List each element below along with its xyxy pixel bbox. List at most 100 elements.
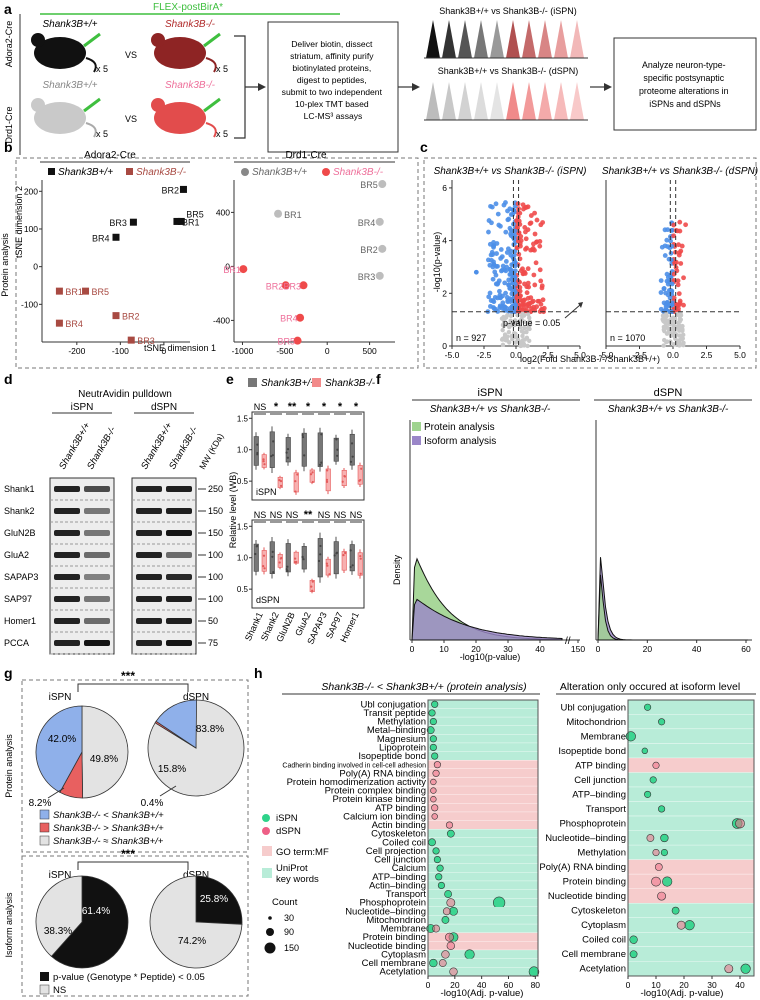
term-row-bg — [628, 758, 754, 773]
g-legend-gt: Shank3B-/- > Shank3B+/+ — [53, 823, 164, 834]
term-row-bg — [428, 889, 538, 899]
volcano-point — [658, 306, 664, 312]
pie-slice-label: 83.8% — [196, 724, 224, 735]
volcano-point — [508, 322, 513, 328]
volcano-point — [508, 231, 513, 237]
a-ko-top: Shank3B-/- — [165, 19, 216, 30]
x-tick-label: 500 — [362, 346, 376, 356]
b-side-label: Protein analysis — [0, 233, 10, 297]
significance-label: NS — [286, 510, 299, 520]
volcano-point — [671, 278, 677, 283]
pie-slice-label: 8.2% — [29, 798, 52, 809]
data-point — [335, 438, 338, 441]
data-point — [301, 555, 304, 558]
data-point — [278, 478, 281, 482]
h-legend-ispn: iSPN — [276, 813, 298, 824]
term-row-bg — [428, 700, 538, 709]
term-row-bg — [628, 816, 754, 831]
box-ko — [277, 554, 283, 568]
tsne-point-label: BR4 — [92, 233, 110, 243]
term-row-bg — [428, 829, 538, 838]
enrichment-right: Ubl conjugation Mitochondrion Membrane Isop… — [539, 699, 755, 990]
arrow-icon — [604, 83, 612, 91]
term-dot-ispn — [432, 847, 440, 855]
volcano-point — [665, 227, 671, 233]
term-label: Metal–binding — [367, 725, 426, 736]
data-point — [325, 562, 328, 565]
volcano-point — [528, 220, 534, 226]
h-legend-ispn-dot — [262, 814, 270, 822]
data-point — [279, 484, 283, 487]
volcano-point — [486, 229, 491, 235]
pie-slice — [35, 705, 83, 793]
data-point — [359, 572, 362, 575]
b-legend-wt: Shank3B+/+ — [58, 167, 113, 178]
panel-c: c Shank3B+/+ vs Shank3B-/- (iSPN) Shank3… — [420, 139, 758, 369]
volcano-point — [516, 251, 522, 257]
box-ko — [325, 558, 331, 576]
term-row-bg — [628, 830, 754, 846]
peak-ispn — [522, 20, 536, 58]
data-point — [349, 460, 353, 463]
volcano-point — [503, 259, 509, 264]
blot-band — [166, 640, 192, 646]
term-label: ATP–binding — [572, 789, 626, 800]
term-row-bg — [428, 907, 538, 916]
volcano-point — [505, 208, 510, 214]
h-legend-uni-2: key words — [276, 874, 319, 885]
panel-letter-a: a — [4, 1, 12, 17]
volcano-point — [488, 252, 494, 258]
term-row-bg — [628, 874, 754, 889]
plot-frame — [627, 699, 755, 977]
term-dot-dspn — [724, 964, 734, 974]
pie-slice-label: 49.8% — [90, 754, 118, 765]
b-right-title: Drd1-Cre — [285, 150, 327, 161]
term-dot-ispn — [629, 950, 638, 959]
mw-value: 250 — [208, 484, 223, 494]
y-tick-label: 2 — [442, 288, 447, 298]
term-label: Magnesium — [377, 734, 426, 745]
term-label: Acetylation — [380, 967, 426, 978]
term-dot-ispn — [644, 790, 652, 798]
h-count-150: 150 — [284, 943, 299, 953]
tsne-point — [375, 271, 384, 280]
term-dot-ispn — [431, 700, 439, 708]
tsne-point — [299, 281, 308, 290]
construct-label: FLEX-postBirA* — [153, 2, 223, 13]
term-row-bg — [428, 812, 538, 821]
b-ylabel: tSNE dimension 2 — [14, 186, 24, 258]
data-point — [351, 455, 354, 458]
term-dot-ispn — [429, 958, 438, 968]
panel-letter-g: g — [4, 665, 13, 681]
term-dot-dspn — [431, 813, 438, 820]
volcano-point — [676, 325, 681, 331]
term-label: Cytoplasm — [581, 920, 626, 931]
significance-label: NS — [270, 510, 283, 520]
volcano-point — [498, 223, 503, 229]
term-row-bg — [428, 950, 538, 959]
data-point — [294, 490, 297, 493]
term-label: Protein binding — [363, 932, 426, 943]
blot-band — [136, 640, 162, 646]
data-point — [262, 458, 265, 461]
term-label: Cytoskeleton — [571, 906, 626, 917]
data-point — [341, 480, 344, 483]
x-tick-label: -200 — [68, 346, 85, 356]
volcano-point — [510, 254, 516, 260]
g-ispn-top: iSPN — [49, 692, 72, 703]
volcano-point — [658, 290, 664, 295]
blot-band — [54, 574, 80, 580]
x-tick-label: -2.5 — [477, 350, 492, 360]
data-point — [294, 480, 297, 483]
volcano-point — [520, 333, 525, 339]
x-tick-label: 20 — [450, 980, 460, 990]
volcano-point — [664, 321, 669, 327]
blot-column-label: Shank3B-/- — [167, 425, 200, 472]
term-dot-dspn — [651, 876, 661, 887]
blot-band — [136, 508, 162, 514]
peak-ispn — [474, 20, 488, 58]
volcano-point — [664, 237, 670, 243]
data-point — [255, 545, 258, 548]
